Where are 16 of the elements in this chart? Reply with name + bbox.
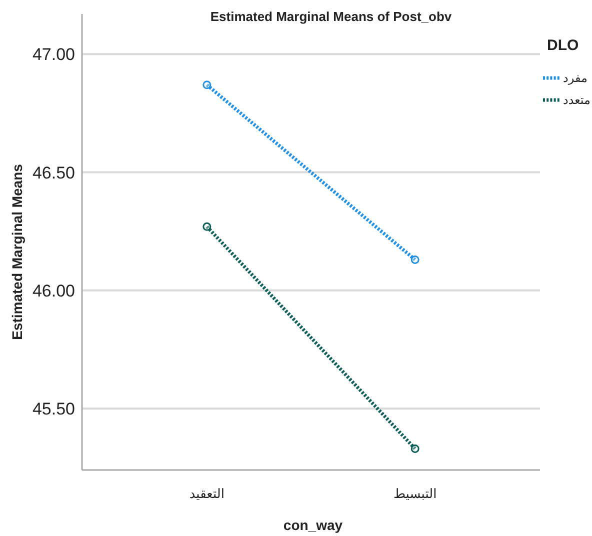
point bbox=[410, 255, 420, 264]
legend-label: مفرد bbox=[563, 71, 588, 85]
y-tick-label: 47.00 bbox=[32, 45, 75, 64]
x-axis-title: con_way bbox=[283, 517, 343, 533]
y-tick-label: 45.50 bbox=[32, 400, 75, 419]
chart-title: Estimated Marginal Means of Post_obv bbox=[210, 9, 452, 24]
y-axis-title: Estimated Marginal Means bbox=[9, 164, 25, 340]
legend-label: متعدد bbox=[563, 93, 590, 107]
legend-title: DLO bbox=[547, 37, 579, 54]
x-tick-label: التبسيط bbox=[393, 487, 437, 502]
y-tick-label: 46.00 bbox=[32, 281, 75, 300]
point bbox=[202, 80, 212, 90]
x-tick-label: التعقيد bbox=[189, 487, 224, 502]
point bbox=[202, 222, 212, 231]
point bbox=[410, 444, 420, 453]
y-tick-label: 46.50 bbox=[32, 163, 75, 182]
